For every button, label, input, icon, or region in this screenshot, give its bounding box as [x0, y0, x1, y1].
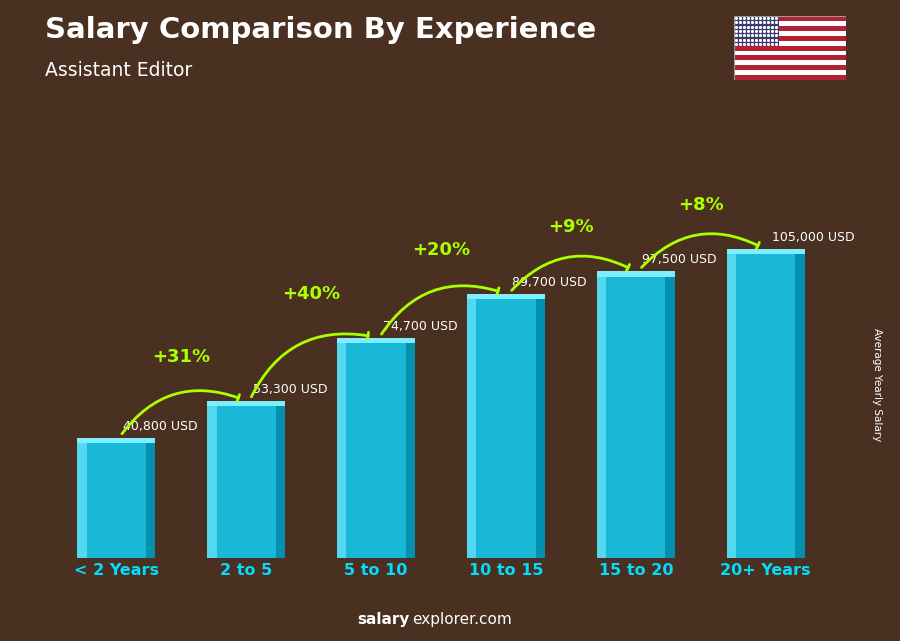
Bar	[338, 338, 415, 344]
Bar	[207, 401, 285, 558]
Text: 105,000 USD: 105,000 USD	[772, 231, 855, 244]
Text: < 2 Years: < 2 Years	[74, 563, 159, 578]
Text: Salary Comparison By Experience: Salary Comparison By Experience	[45, 16, 596, 44]
Bar	[665, 271, 675, 558]
Text: Average Yearly Salary: Average Yearly Salary	[872, 328, 883, 441]
Bar	[726, 249, 736, 558]
Bar	[726, 249, 805, 558]
Text: +31%: +31%	[152, 348, 211, 366]
Bar	[734, 51, 846, 56]
Text: explorer.com: explorer.com	[412, 612, 512, 627]
Bar	[146, 438, 156, 558]
Text: 74,700 USD: 74,700 USD	[382, 320, 457, 333]
Bar	[338, 338, 346, 558]
Bar	[734, 75, 846, 80]
Bar	[734, 40, 846, 46]
Bar	[597, 271, 675, 558]
Bar	[734, 16, 846, 21]
Bar	[734, 46, 846, 51]
Bar	[467, 294, 544, 299]
Bar	[734, 26, 846, 31]
Text: 2 to 5: 2 to 5	[220, 563, 273, 578]
Bar	[77, 438, 156, 443]
Text: 53,300 USD: 53,300 USD	[253, 383, 328, 395]
Text: 5 to 10: 5 to 10	[345, 563, 408, 578]
Text: Assistant Editor: Assistant Editor	[45, 61, 193, 80]
Bar	[275, 401, 285, 558]
Bar	[207, 401, 217, 558]
Bar	[734, 65, 846, 71]
Bar	[734, 31, 846, 36]
Bar	[536, 294, 544, 558]
Text: 89,700 USD: 89,700 USD	[512, 276, 587, 289]
Bar	[467, 294, 476, 558]
Bar	[77, 438, 156, 558]
Bar	[597, 271, 675, 276]
Text: 10 to 15: 10 to 15	[469, 563, 544, 578]
Bar	[734, 16, 778, 46]
Text: 40,800 USD: 40,800 USD	[123, 419, 197, 433]
Bar	[597, 271, 607, 558]
Bar	[734, 60, 846, 65]
Text: 15 to 20: 15 to 20	[598, 563, 673, 578]
Text: 97,500 USD: 97,500 USD	[643, 253, 717, 266]
Text: +9%: +9%	[548, 218, 594, 236]
Bar	[734, 21, 846, 26]
Text: 20+ Years: 20+ Years	[720, 563, 811, 578]
Text: +20%: +20%	[412, 241, 470, 259]
Bar	[207, 401, 285, 406]
Bar	[734, 36, 846, 40]
Bar	[467, 294, 544, 558]
Bar	[338, 338, 415, 558]
Bar	[406, 338, 415, 558]
Bar	[77, 438, 86, 558]
Bar	[734, 71, 846, 75]
Text: +8%: +8%	[678, 196, 724, 214]
Text: +40%: +40%	[282, 285, 340, 303]
Bar	[734, 56, 846, 60]
Text: salary: salary	[357, 612, 410, 627]
Bar	[726, 249, 805, 254]
Bar	[796, 249, 805, 558]
